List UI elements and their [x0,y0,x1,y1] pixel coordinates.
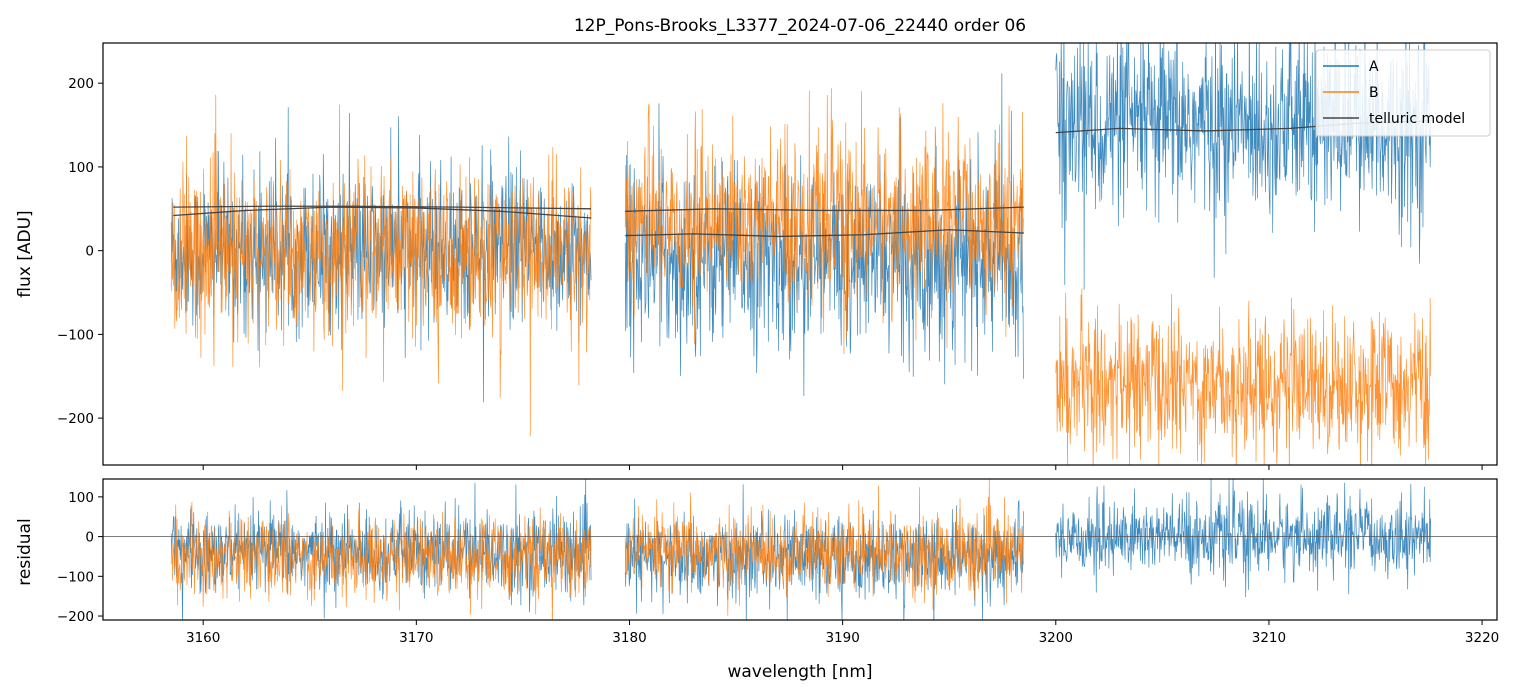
flux-y-axis-label: flux [ADU] [15,210,35,297]
legend-box [1315,49,1491,137]
residual-series-b-segment-2 [624,479,1024,616]
residual-panel: −200 −100 0 100 3160 3170 3180 3190 3200 3210 322… [15,478,1499,646]
residual-y-tick-label: 0 [85,530,94,546]
x-tick-label: 3200 [1039,630,1073,646]
telluric-model-line-1 [173,205,592,210]
flux-series-b-segment-1 [170,94,592,437]
flux-y-tick-label: 100 [68,160,94,176]
flux-y-tick-label: 0 [85,244,94,260]
residual-y-tick-label: −200 [57,609,94,625]
x-tick-label: 3170 [399,630,433,646]
telluric-model-line-3 [625,206,1024,212]
flux-y-tick-label: −200 [57,411,94,427]
x-tick-label: 3160 [186,630,220,646]
telluric-model-line-2 [173,206,592,219]
flux-y-tick-label: 200 [68,76,94,92]
flux-y-axis: −200 −100 0 100 200 [57,76,103,427]
x-tick-label: 3180 [612,630,646,646]
flux-series-b-segment-3 [1055,288,1431,465]
residual-y-axis: −200 −100 0 100 [57,490,103,625]
residual-axes-frame [102,478,1498,621]
x-tick-label: 3190 [825,630,859,646]
x-tick-label: 3220 [1465,630,1499,646]
residual-series-a-segment-3 [1055,479,1431,598]
chart-title: 12P_Pons-Brooks_L3377_2024-07-06_22440 o… [574,16,1026,36]
flux-axes-frame [102,42,1498,466]
x-axis-label: wavelength [nm] [727,662,872,682]
legend-label-telluric: telluric model [1369,111,1465,127]
flux-series-b-segment-2 [624,87,1024,355]
flux-x-ticks [202,465,1483,470]
legend-label-a: A [1369,59,1379,75]
telluric-model-line-4 [625,229,1024,238]
flux-series-group [170,43,1431,465]
flux-panel: −200 −100 0 100 200 flux [ADU] A B telluric … [15,42,1498,470]
legend-label-b: B [1369,85,1379,101]
residual-y-axis-label: residual [15,518,35,585]
x-axis: 3160 3170 3180 3190 3200 3210 3220 [186,620,1499,646]
residual-y-tick-label: −100 [57,569,94,585]
x-tick-label: 3210 [1252,630,1286,646]
flux-y-tick-label: −100 [57,327,94,343]
residual-y-tick-label: 100 [68,490,94,506]
legend: A B telluric model [1315,49,1491,137]
